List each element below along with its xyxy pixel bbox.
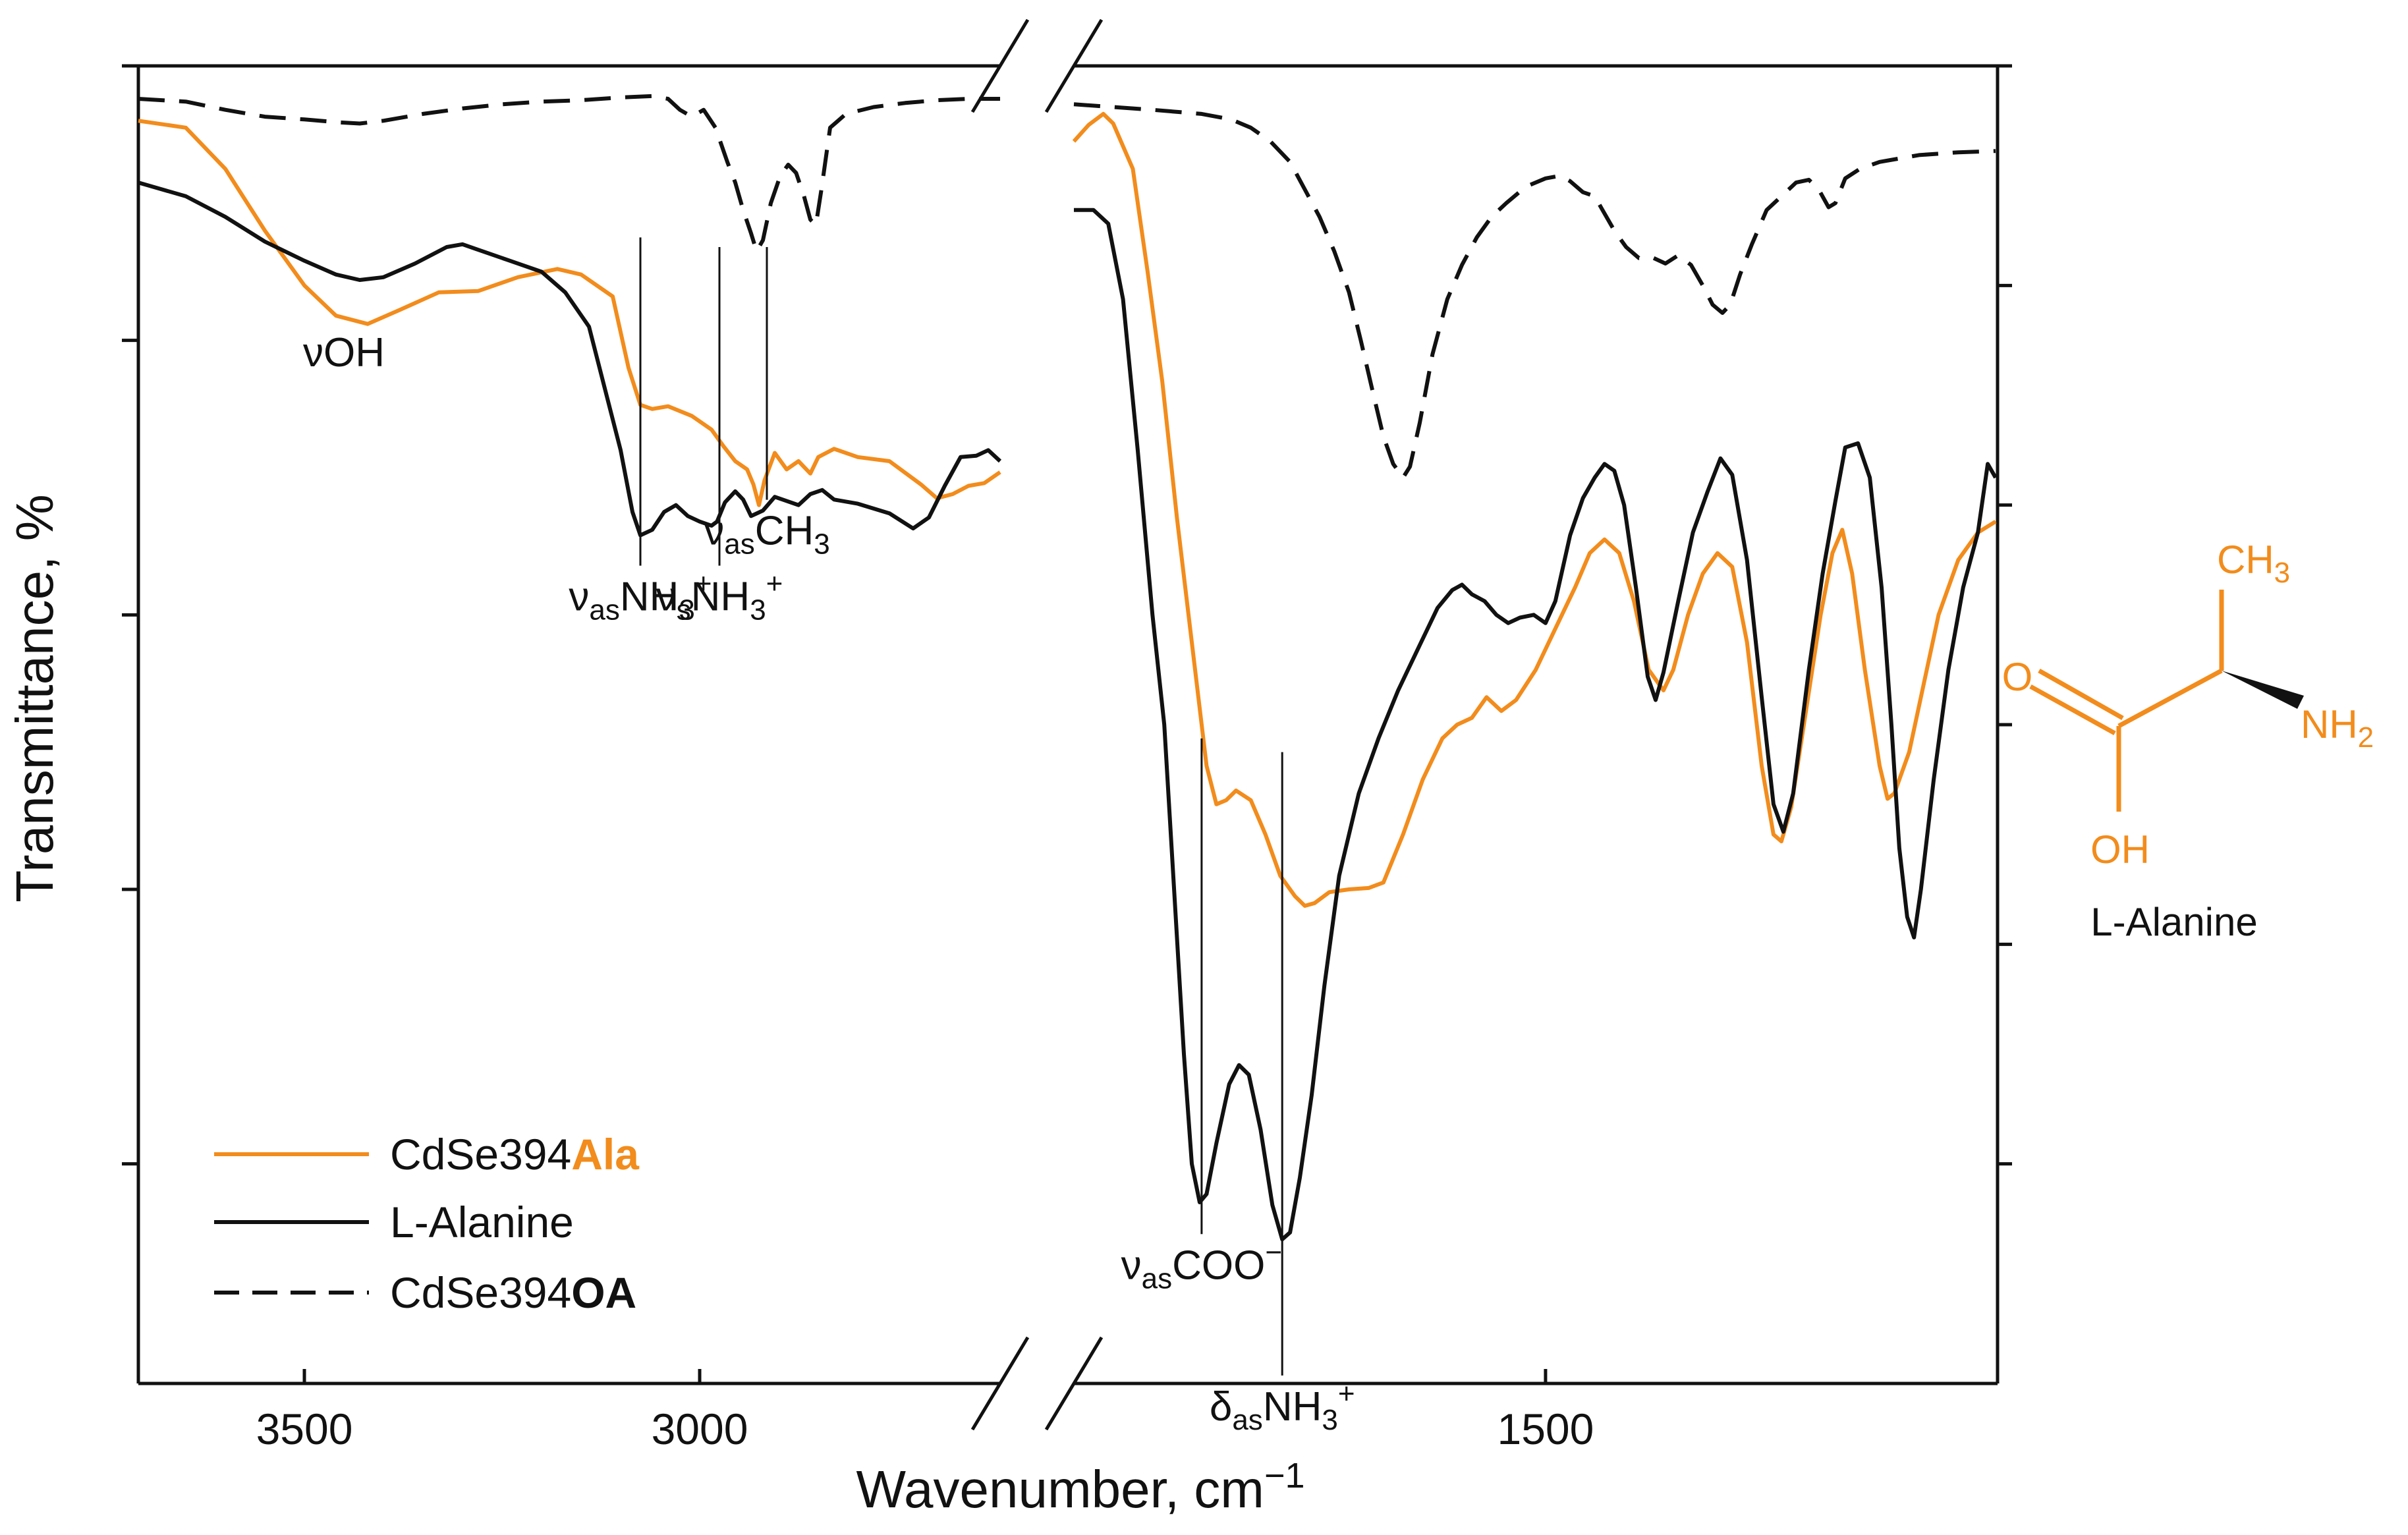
bond-c-alpha [2117, 668, 2223, 729]
top-break-mark-left [970, 18, 1030, 113]
x-tick-label: 3500 [256, 1405, 353, 1453]
molecule-name: L-Alanine [2090, 900, 2258, 944]
x-tick-label: 1500 [1498, 1405, 1594, 1453]
alanine-structure: O CH3 NH2 OH L-Alanine [2002, 538, 2374, 944]
series-l-alanine-segment-2 [1074, 208, 1998, 1242]
series-l-alanine-segment-1 [138, 181, 1002, 538]
group-nh2: NH2 [2301, 702, 2374, 754]
annotation-vOH: νOH [303, 330, 385, 376]
legend-label-cdse394ala: CdSe394Ala [390, 1130, 640, 1179]
annotation-dasNH3: δasNH3+ [1210, 1378, 1355, 1436]
series-cdse394ala-segment-1 [138, 119, 1001, 507]
bond-c-o-double-a [2029, 684, 2116, 736]
annotation-vasNH3: νasNH3+ [569, 568, 712, 627]
tick-layer: 3500 3000 1500 [122, 64, 2012, 1453]
x-axis-title: Wavenumber, cm−1 [856, 1456, 1304, 1519]
series-layer [138, 94, 1998, 1242]
wedge-bond-nh2 [2222, 671, 2304, 709]
annotation-layer: νOH νasNH3+νsNH3+ νasCH3 νasCOO− δasNH3+ [303, 237, 1355, 1436]
y-axis-title: Transmittance, % [5, 494, 64, 902]
top-break-mark-right [1044, 18, 1104, 113]
group-ch3: CH3 [2217, 538, 2290, 589]
annotation-vasCOO: νasCOO− [1121, 1236, 1282, 1295]
annotation-vsNH3: νsNH3+ [656, 568, 783, 627]
bottom-break-mark-right [1044, 1336, 1104, 1431]
bottom-break-mark-left [970, 1336, 1030, 1431]
series-cdse394ala-segment-2 [1072, 111, 1997, 908]
annotation-vasCH3: νasCH3 [704, 509, 830, 561]
series-cdse394oa-segment-2 [1073, 102, 1996, 480]
legend: CdSe394Ala L-Alanine CdSe394OA [214, 1130, 640, 1317]
x-tick-label: 3000 [652, 1405, 748, 1453]
atom-o: O [2002, 655, 2033, 699]
legend-label-l-alanine: L-Alanine [390, 1198, 574, 1246]
legend-label-cdse394oa: CdSe394OA [390, 1268, 636, 1317]
series-cdse394oa-segment-1 [138, 94, 1000, 254]
bond-c-o-double-b [2038, 668, 2124, 721]
group-oh: OH [2090, 827, 2150, 872]
